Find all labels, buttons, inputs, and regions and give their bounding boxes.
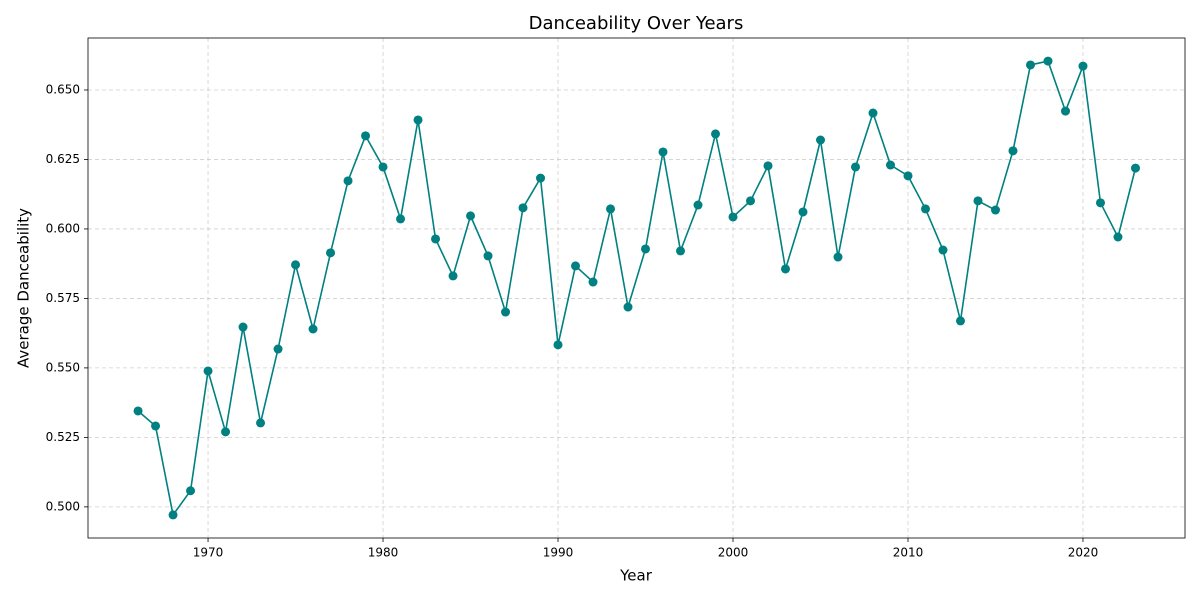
point [833,252,843,262]
point [553,340,563,350]
point [396,214,406,224]
point [536,173,546,183]
y-tick-label: 0.525 [46,430,80,444]
point [728,212,738,222]
point [693,200,703,210]
point [273,344,283,354]
point [1095,198,1105,208]
x-tick-label: 1980 [368,546,399,560]
point [1008,146,1018,156]
y-axis-label: Average Danceability [15,208,33,368]
y-tick-label: 0.550 [46,360,80,374]
point [308,324,318,334]
point [763,161,773,171]
x-tick-label: 1990 [543,546,574,560]
point [431,234,441,244]
point [466,211,476,221]
point [238,322,248,332]
point [1130,163,1140,173]
point [973,196,983,206]
point [885,160,895,170]
point [378,162,388,172]
point [133,406,143,416]
x-tick-label: 2020 [1068,546,1099,560]
x-axis-label: Year [619,567,653,585]
point [168,510,178,520]
point [781,264,791,274]
point [151,421,161,431]
point [868,108,878,118]
point [798,207,808,217]
x-tick-label: 1970 [193,546,224,560]
point [1025,60,1035,70]
point [501,307,511,317]
point [588,277,598,287]
point [1113,232,1123,242]
point [1078,61,1088,71]
y-tick-label: 0.600 [46,221,80,235]
line [137,60,1137,517]
point [658,147,668,157]
point [326,248,336,258]
point [641,244,651,254]
point [623,302,633,312]
point [256,418,266,428]
y-tick-label: 0.500 [46,499,80,513]
point [746,196,756,206]
point [1043,56,1053,66]
point [483,251,493,261]
point [990,205,1000,215]
point [938,245,948,255]
point [676,246,686,256]
point [815,135,825,145]
y-tick-label: 0.625 [46,152,80,166]
point [606,204,616,214]
point [448,271,458,281]
point [186,486,196,496]
point [343,176,353,186]
point [711,129,721,139]
point [203,366,213,376]
point [361,131,371,141]
point [221,427,231,437]
y-tick-label: 0.650 [46,82,80,96]
point [291,260,301,270]
point [413,115,423,125]
point [1060,106,1070,116]
point [571,261,581,271]
y-tick-label: 0.575 [46,291,80,305]
plot-frame [87,37,1186,539]
point [920,204,930,214]
point [850,162,860,172]
point [903,171,913,181]
point [955,316,965,326]
point [518,203,528,213]
chart-title: Danceability Over Years [529,13,744,34]
x-tick-label: 2010 [893,546,924,560]
x-tick-label: 2000 [718,546,749,560]
